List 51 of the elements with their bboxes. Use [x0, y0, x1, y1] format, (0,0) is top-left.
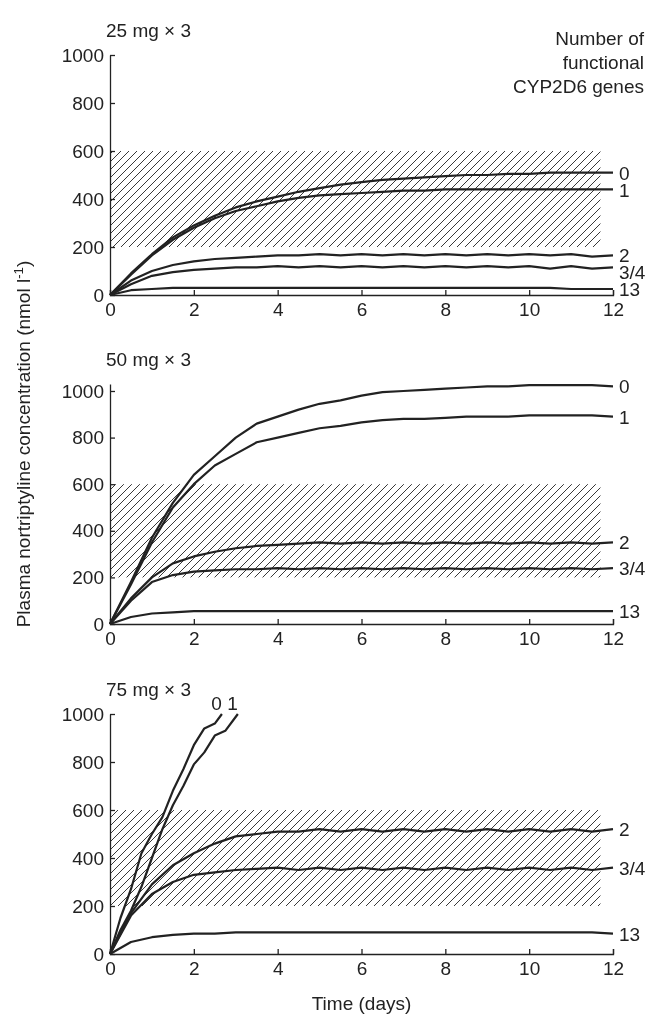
- y-tick-label: 1000: [61, 380, 104, 402]
- x-tick-label: 6: [356, 299, 368, 321]
- x-tick-label: 2: [189, 958, 200, 980]
- y-tick-label: 200: [72, 236, 104, 258]
- y-tick-label: 1000: [61, 44, 104, 66]
- x-tick-label: 12: [602, 958, 625, 980]
- y-tick-label: 800: [72, 92, 104, 114]
- x-tick-label: 8: [440, 299, 452, 321]
- series-label: 0: [211, 693, 222, 714]
- x-tick-label: 6: [356, 958, 368, 980]
- chart-title: 50 mg × 3: [106, 349, 192, 370]
- y-tick-label: 800: [72, 427, 104, 449]
- y-tick-label: 0: [93, 613, 104, 635]
- chart-title: 75 mg × 3: [106, 679, 192, 700]
- y-tick-label: 600: [72, 140, 104, 162]
- series-label: 1: [227, 693, 238, 714]
- series-label: 3/4: [619, 857, 646, 879]
- chart-title: 25 mg × 3: [106, 20, 192, 41]
- x-tick-label: 12: [602, 299, 625, 321]
- x-tick-label: 10: [519, 299, 541, 321]
- y-tick-label: 400: [72, 188, 104, 210]
- series-label: 2: [619, 819, 630, 841]
- series-label: 0: [619, 376, 630, 398]
- legend-title: Number of functional CYP2D6 genes: [513, 28, 645, 97]
- x-tick-label: 12: [602, 628, 625, 650]
- x-tick-label: 6: [356, 628, 368, 650]
- y-tick-label: 600: [72, 799, 104, 821]
- x-tick-label: 4: [272, 958, 284, 980]
- series-label: 13: [619, 923, 641, 945]
- x-tick-label: 10: [519, 958, 541, 980]
- x-axis-title: Time (days): [311, 993, 412, 1014]
- series-label: 13: [619, 601, 641, 623]
- y-tick-label: 1000: [61, 703, 104, 725]
- y-tick-label: 400: [72, 847, 104, 869]
- x-tick-label: 2: [189, 299, 200, 321]
- x-tick-label: 10: [519, 628, 541, 650]
- y-tick-label: 600: [72, 473, 104, 495]
- y-tick-label: 0: [93, 284, 104, 306]
- x-tick-label: 2: [189, 628, 200, 650]
- y-tick-label: 200: [72, 566, 104, 588]
- y-tick-label: 400: [72, 520, 104, 542]
- series-label: 1: [619, 406, 630, 428]
- x-tick-label: 4: [272, 299, 284, 321]
- x-tick-label: 8: [440, 628, 452, 650]
- x-tick-label: 8: [440, 958, 452, 980]
- series-label: 2: [619, 532, 630, 554]
- x-tick-label: 4: [272, 628, 284, 650]
- y-tick-label: 800: [72, 751, 104, 773]
- series-label: 3/4: [619, 558, 646, 580]
- y-tick-label: 200: [72, 895, 104, 917]
- y-tick-label: 0: [93, 943, 104, 965]
